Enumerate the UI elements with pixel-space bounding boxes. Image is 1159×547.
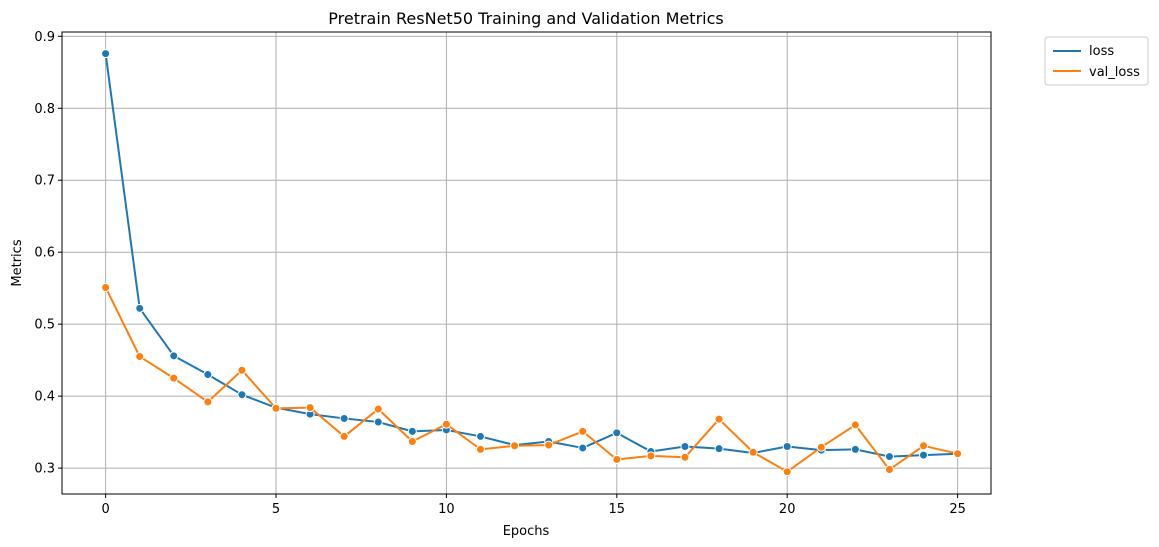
- data-point-loss: [919, 450, 929, 460]
- legend-label-val-loss: val_loss: [1089, 65, 1140, 80]
- y-tick-label: 0.9: [34, 30, 55, 45]
- data-point-val-loss: [714, 414, 724, 424]
- data-point-loss: [203, 370, 213, 380]
- data-point-val-loss: [919, 441, 929, 451]
- legend-label-loss: loss: [1089, 44, 1114, 59]
- data-point-loss: [339, 413, 349, 423]
- x-tick-label: 25: [949, 502, 966, 517]
- data-point-loss: [373, 417, 383, 427]
- data-point-val-loss: [578, 426, 588, 436]
- data-point-val-loss: [203, 397, 213, 407]
- data-point-val-loss: [271, 403, 281, 413]
- data-point-loss: [782, 442, 792, 452]
- x-tick-label: 20: [779, 502, 796, 517]
- data-point-loss: [475, 431, 485, 441]
- data-point-val-loss: [237, 365, 247, 375]
- data-point-val-loss: [953, 449, 963, 459]
- y-tick-label: 0.8: [34, 102, 55, 117]
- data-point-loss: [850, 444, 860, 454]
- x-tick-label: 0: [101, 502, 109, 517]
- series-line-loss: [104, 53, 958, 458]
- y-axis-label: Metrics: [10, 239, 25, 286]
- data-point-val-loss: [441, 419, 451, 429]
- y-tick-label: 0.3: [34, 462, 55, 477]
- data-point-val-loss: [407, 436, 417, 446]
- series-val-loss: [101, 282, 963, 477]
- data-point-val-loss: [612, 454, 622, 464]
- x-tick-label: 10: [438, 502, 455, 517]
- data-point-loss: [714, 444, 724, 454]
- data-point-val-loss: [305, 403, 315, 413]
- data-point-val-loss: [169, 373, 179, 383]
- chart-title: Pretrain ResNet50 Training and Validatio…: [328, 9, 723, 28]
- data-point-loss: [680, 442, 690, 452]
- data-point-loss: [884, 452, 894, 462]
- x-axis-label: Epochs: [503, 524, 550, 539]
- data-point-val-loss: [373, 404, 383, 414]
- series-line-val-loss: [104, 287, 958, 473]
- data-point-val-loss: [748, 447, 758, 457]
- legend-box: [1044, 36, 1149, 86]
- data-point-val-loss: [339, 431, 349, 441]
- data-point-loss: [237, 390, 247, 400]
- data-point-val-loss: [475, 444, 485, 454]
- series-layer: [101, 49, 963, 477]
- plot-area: [61, 31, 992, 495]
- data-point-loss: [578, 443, 588, 453]
- data-point-val-loss: [101, 282, 111, 292]
- data-point-loss: [101, 49, 111, 59]
- y-tick-label: 0.6: [34, 246, 55, 261]
- ticks: 0 5 10 15 20 25 0.3 0.4 0.5 0.6 0.7 0.8 0.9: [34, 30, 966, 517]
- data-point-val-loss: [884, 465, 894, 475]
- grid: [62, 32, 991, 494]
- x-tick-label: 5: [272, 502, 280, 517]
- data-point-val-loss: [510, 441, 520, 451]
- data-point-loss: [169, 351, 179, 361]
- data-point-val-loss: [782, 467, 792, 477]
- data-point-loss: [407, 426, 417, 436]
- y-tick-label: 0.4: [34, 390, 55, 405]
- data-point-val-loss: [646, 451, 656, 461]
- data-point-val-loss: [680, 452, 690, 462]
- series-loss: [101, 49, 963, 462]
- data-point-loss: [612, 428, 622, 438]
- y-tick-label: 0.5: [34, 318, 55, 333]
- data-point-val-loss: [544, 440, 554, 450]
- data-point-val-loss: [135, 352, 145, 362]
- x-tick-label: 15: [609, 502, 626, 517]
- legend: loss val_loss: [1044, 36, 1149, 86]
- data-point-val-loss: [850, 420, 860, 430]
- data-point-val-loss: [816, 442, 826, 452]
- data-point-loss: [135, 303, 145, 313]
- y-tick-label: 0.7: [34, 174, 55, 189]
